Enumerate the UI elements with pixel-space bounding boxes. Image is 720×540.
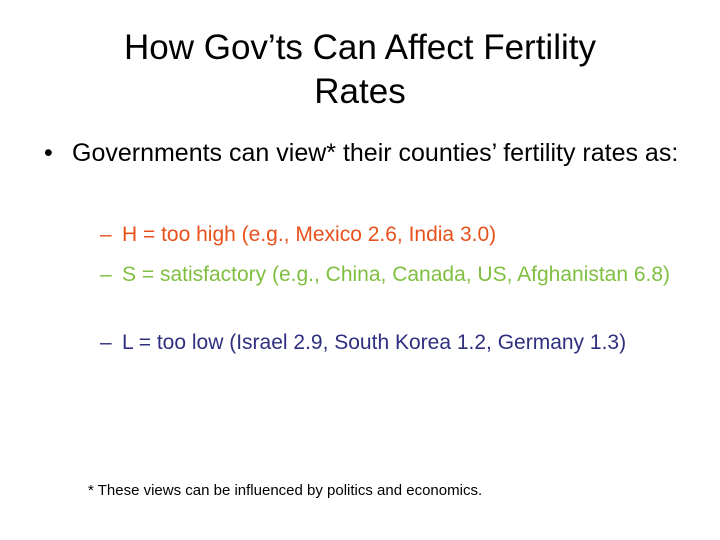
main-bullet-text: Governments can view* their counties’ fe… bbox=[72, 139, 679, 167]
slide-title: How Gov’ts Can Affect Fertility Rates bbox=[60, 26, 660, 114]
sub-item-text: S = satisfactory (e.g., China, Canada, U… bbox=[122, 263, 671, 286]
footnote: * These views can be influenced by polit… bbox=[88, 482, 483, 499]
sub-item-marker: – bbox=[100, 331, 112, 354]
slide-title-line-2: Rates bbox=[314, 72, 406, 111]
bullet-marker: • bbox=[44, 139, 53, 167]
sub-item-too-low: – L = too low (Israel 2.9, South Korea 1… bbox=[100, 329, 700, 357]
slide-title-line-1: How Gov’ts Can Affect Fertility bbox=[123, 28, 596, 67]
sub-item-marker: – bbox=[100, 223, 112, 246]
sub-item-text: L = too low (Israel 2.9, South Korea 1.2… bbox=[122, 331, 627, 354]
sub-item-too-high: – H = too high (e.g., Mexico 2.6, India … bbox=[100, 221, 700, 249]
sub-item-satisfactory: – S = satisfactory (e.g., China, Canada,… bbox=[100, 261, 700, 289]
sub-item-marker: – bbox=[100, 263, 112, 286]
main-bullet: • Governments can view* their counties’ … bbox=[44, 137, 712, 170]
sub-item-text: H = too high (e.g., Mexico 2.6, India 3.… bbox=[122, 223, 497, 246]
